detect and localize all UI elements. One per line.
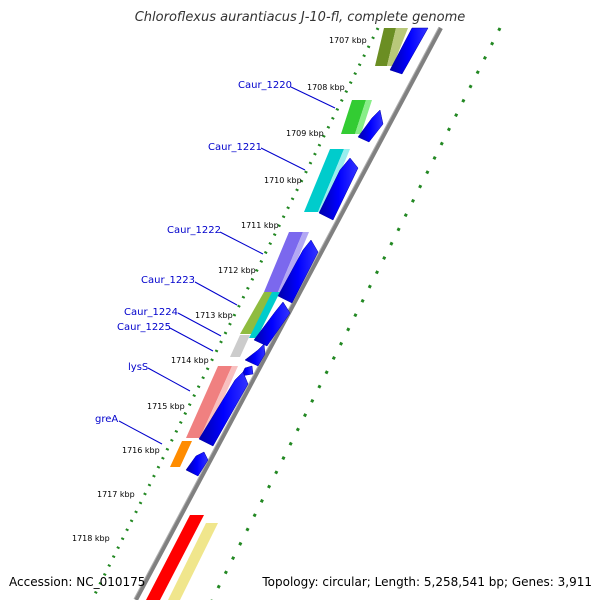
kbp-label: 1711 kbp xyxy=(241,221,279,230)
accession-text: Accession: NC_010175 xyxy=(9,575,146,589)
cds-track xyxy=(185,27,429,477)
feature-bar-cyan[interactable] xyxy=(304,149,344,212)
gene-label-caur-1220[interactable]: Caur_1220 xyxy=(238,80,292,91)
feature-bar-salmon-highlight xyxy=(200,366,238,438)
gene-label-caur-1224[interactable]: Caur_1224 xyxy=(124,307,178,318)
kbp-label: 1709 kbp xyxy=(286,129,324,138)
cds-arrow[interactable] xyxy=(253,301,291,347)
gene-label-lyss[interactable]: lysS xyxy=(128,362,148,373)
feature-bar-cyan-highlight xyxy=(318,149,350,212)
feature-bar-olive[interactable] xyxy=(375,28,396,66)
genome-stats-text: Topology: circular; Length: 5,258,541 bp… xyxy=(262,575,592,589)
kbp-label: 1712 kbp xyxy=(218,266,256,275)
leader-line xyxy=(260,147,306,171)
feature-bar-salmon[interactable] xyxy=(186,366,232,438)
gene-label-caur-1223[interactable]: Caur_1223 xyxy=(141,275,195,286)
kbp-label: 1717 kbp xyxy=(97,490,135,499)
cds-arrow[interactable] xyxy=(185,451,209,477)
feature-bar-cyan-2[interactable] xyxy=(249,292,280,338)
kbp-label: 1718 kbp xyxy=(72,534,110,543)
leader-line xyxy=(118,420,163,445)
gene-labels: Caur_1220 Caur_1221 Caur_1222 Caur_1223 … xyxy=(95,80,292,425)
gene-label-caur-1225[interactable]: Caur_1225 xyxy=(117,322,171,333)
cds-arrow[interactable] xyxy=(277,239,319,304)
feature-track xyxy=(146,28,408,600)
kbp-label: 1715 kbp xyxy=(147,402,185,411)
feature-bar-olive-highlight xyxy=(387,28,408,66)
leader-line xyxy=(147,367,191,392)
gene-leader-lines xyxy=(118,86,336,445)
cds-arrow[interactable] xyxy=(389,27,429,75)
gene-label-caur-1222[interactable]: Caur_1222 xyxy=(167,225,221,236)
kbp-label: 1716 kbp xyxy=(122,446,160,455)
kbp-label: 1708 kbp xyxy=(307,83,345,92)
feature-bar-green-highlight xyxy=(355,100,372,134)
feature-bar-orange[interactable] xyxy=(170,441,192,467)
gene-label-caur-1221[interactable]: Caur_1221 xyxy=(208,142,262,153)
feature-bar-purple[interactable] xyxy=(264,232,303,292)
kbp-label: 1710 kbp xyxy=(264,176,302,185)
leader-line xyxy=(169,327,214,352)
kbp-label: 1707 kbp xyxy=(329,36,367,45)
kbp-label: 1713 kbp xyxy=(195,311,233,320)
kbp-label: 1714 kbp xyxy=(171,356,209,365)
feature-bar-green[interactable] xyxy=(341,100,366,134)
feature-bar-khaki[interactable] xyxy=(168,523,218,600)
feature-bar-red[interactable] xyxy=(146,515,204,600)
leader-line xyxy=(290,86,336,109)
cds-arrow[interactable] xyxy=(357,109,384,143)
cds-arrow[interactable] xyxy=(318,157,359,221)
kbp-labels: 1707 kbp 1708 kbp 1709 kbp 1710 kbp 1711… xyxy=(72,36,367,543)
cds-arrow[interactable] xyxy=(244,343,266,367)
leader-line xyxy=(194,281,238,306)
leader-line xyxy=(177,312,222,337)
feature-bar-purple-highlight xyxy=(278,232,309,292)
feature-bar-grey[interactable] xyxy=(230,335,250,357)
leader-line xyxy=(219,231,264,255)
map-title: Chloroflexus aurantiacus J-10-fl, comple… xyxy=(134,10,466,25)
cds-arrow[interactable] xyxy=(198,371,249,447)
right-tick-rail xyxy=(210,27,502,600)
gene-label-grea[interactable]: greA xyxy=(95,414,118,425)
